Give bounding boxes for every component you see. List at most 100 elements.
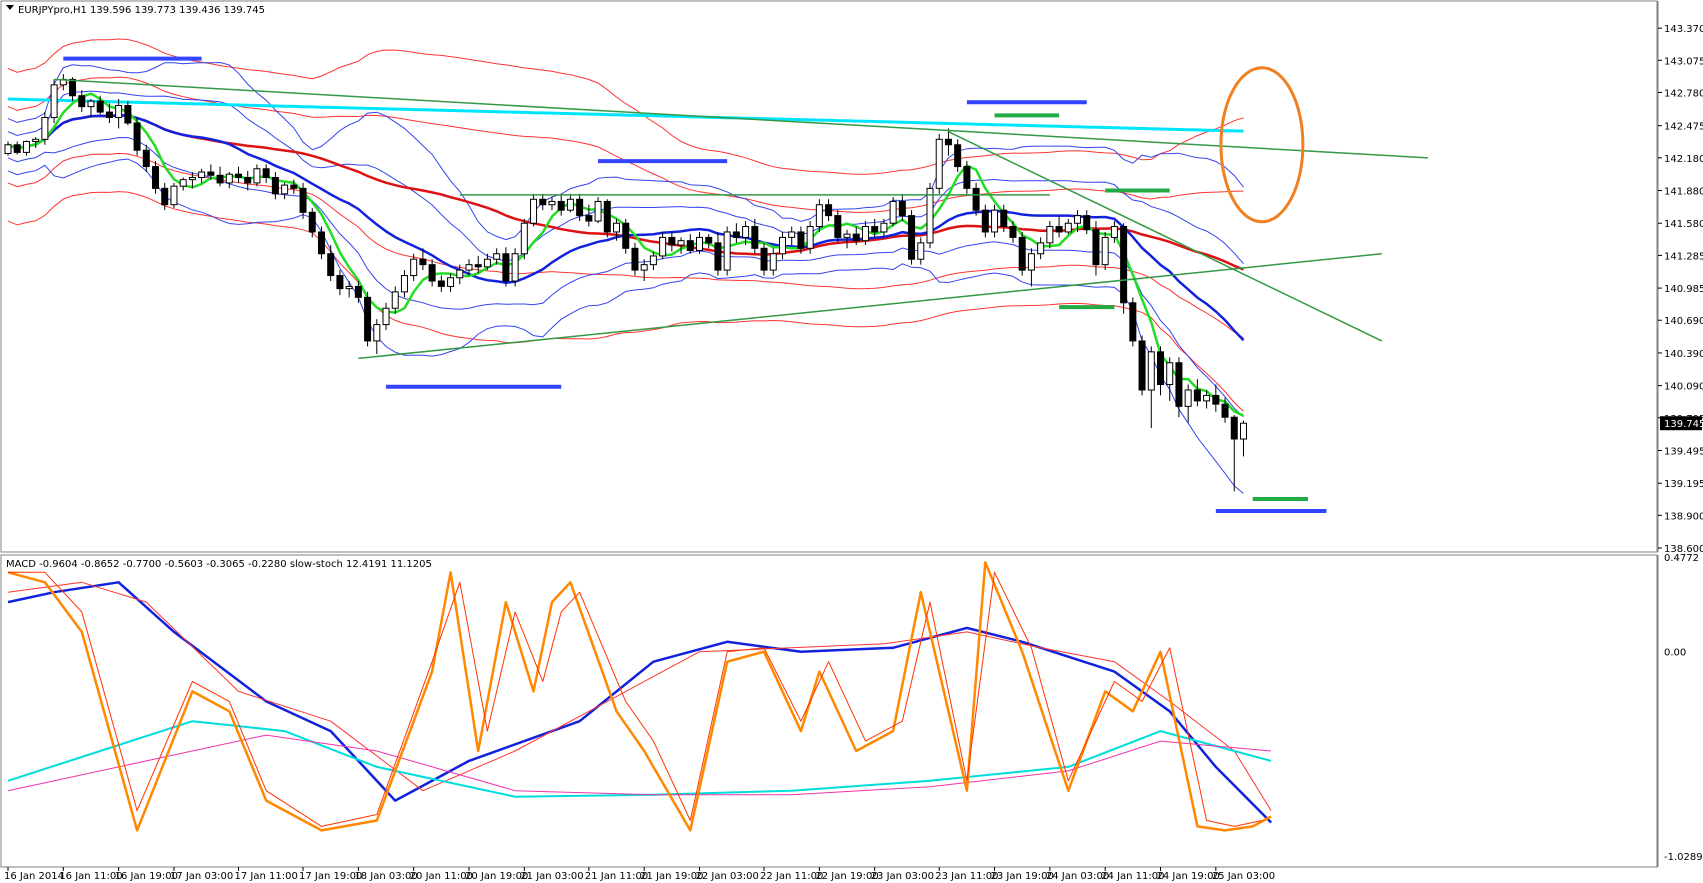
- candle-body-up: [778, 236, 786, 255]
- candle-body-down: [825, 204, 833, 217]
- candle-body-down: [898, 200, 906, 217]
- candle-body-down: [244, 176, 252, 184]
- candle-body-down: [585, 215, 593, 222]
- candle: [1092, 221, 1100, 276]
- red-envelope-line-3: [7, 38, 1244, 175]
- candle: [78, 90, 86, 113]
- candle: [50, 79, 58, 123]
- candle-body-up: [382, 307, 390, 326]
- time-tick-label: 22 Jan 19:00: [815, 871, 878, 882]
- candle: [649, 251, 657, 271]
- candle: [1037, 237, 1045, 260]
- candle-body-up: [815, 204, 823, 228]
- indicator-tick-label: 0.4772: [1664, 553, 1699, 564]
- candle: [105, 103, 113, 123]
- candle: [235, 166, 242, 183]
- candle-body-down: [327, 253, 335, 277]
- candle: [456, 264, 464, 285]
- candle-body-down: [161, 187, 169, 206]
- candle: [1018, 231, 1026, 276]
- candle-body-down: [908, 215, 916, 260]
- time-tick-label: 23 Jan 03:00: [871, 871, 934, 882]
- candle-body-up: [1037, 242, 1045, 255]
- candle: [391, 286, 399, 314]
- candle: [354, 281, 362, 303]
- candle-body-up: [843, 233, 851, 238]
- candle: [327, 245, 335, 281]
- time-tick-label: 20 Jan 19:00: [465, 871, 528, 882]
- candle: [1055, 215, 1063, 238]
- candle-body-up: [465, 264, 473, 271]
- candle: [428, 259, 436, 287]
- candle-body-up: [447, 277, 455, 287]
- candle: [815, 199, 823, 232]
- candle-body-down: [1009, 226, 1017, 238]
- candle-body-down: [714, 242, 722, 271]
- candle-body-up: [22, 141, 30, 153]
- candle: [87, 99, 95, 118]
- candle-body-up: [991, 209, 999, 233]
- time-tick-label: 22 Jan 03:00: [696, 871, 759, 882]
- dropdown-triangle-icon[interactable]: [6, 5, 14, 10]
- candle: [871, 218, 879, 238]
- candle: [732, 223, 740, 243]
- candle-body-up: [1239, 422, 1247, 440]
- candle: [1046, 221, 1054, 249]
- candle-body-down: [1055, 226, 1063, 233]
- candle-body-down: [1092, 229, 1100, 266]
- candle: [1110, 221, 1118, 243]
- candle: [511, 248, 519, 287]
- candle: [474, 255, 482, 274]
- candle: [382, 302, 390, 331]
- price-panel-header: EURJPYpro,H1 139.596 139.773 139.436 139…: [18, 5, 265, 16]
- candle: [603, 199, 611, 238]
- candle: [493, 248, 501, 265]
- time-tick-label: 17 Jan 19:00: [299, 871, 362, 882]
- candle-body-up: [613, 222, 621, 233]
- candle-body-down: [1120, 226, 1128, 304]
- candle: [797, 226, 805, 254]
- candle-body-up: [225, 173, 233, 184]
- candle: [1074, 210, 1082, 232]
- candle: [41, 112, 49, 145]
- candle-body-up: [179, 179, 187, 187]
- time-tick-label: 23 Jan 19:00: [991, 871, 1054, 882]
- candle-body-up: [1184, 389, 1192, 407]
- candle-body-down: [105, 111, 113, 119]
- bollinger-band-line-3: [7, 61, 1244, 241]
- price-tick-label: 139.195: [1664, 479, 1703, 490]
- candle: [161, 182, 169, 211]
- candle-body-down: [299, 187, 307, 213]
- candle-body-up: [1203, 394, 1211, 402]
- candle-body-down: [336, 275, 344, 290]
- candle-body-up: [935, 138, 943, 189]
- candle: [557, 193, 565, 216]
- candle: [13, 141, 21, 155]
- indicator-series-line: [7, 561, 1272, 832]
- candle-body-down: [1000, 209, 1008, 228]
- candle-body-down: [124, 105, 132, 124]
- candle-body-down: [1230, 416, 1238, 440]
- candle: [502, 247, 510, 287]
- candle: [198, 168, 206, 183]
- indicator-series-line: [7, 734, 1272, 796]
- candle-body-up: [493, 253, 501, 260]
- candle: [539, 193, 547, 211]
- candle: [778, 231, 786, 260]
- candle-body-up: [410, 258, 418, 277]
- candle-body-up: [170, 185, 178, 206]
- candle-body-up: [4, 144, 12, 154]
- candle-body-down: [972, 187, 980, 211]
- candle-body-up: [861, 226, 869, 242]
- candle-body-down: [686, 240, 694, 251]
- candle: [1193, 379, 1201, 407]
- candle: [364, 291, 372, 347]
- candle-body-down: [852, 233, 860, 242]
- candle-body-up: [1101, 236, 1109, 266]
- candle-body-down: [216, 174, 224, 184]
- price-tick-label: 142.475: [1664, 122, 1703, 133]
- candle: [751, 218, 759, 254]
- candle: [1129, 297, 1137, 347]
- candle: [1239, 420, 1247, 457]
